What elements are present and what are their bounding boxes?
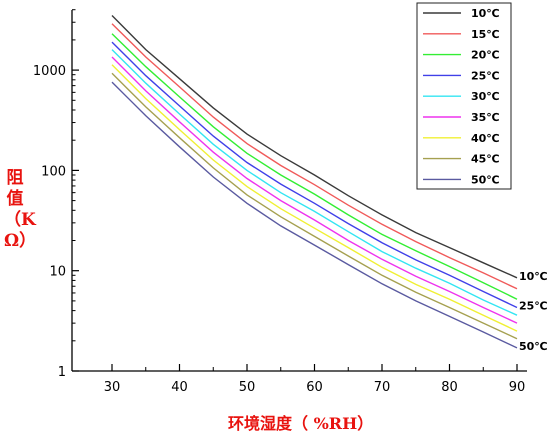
legend-label-7: 40℃	[471, 132, 500, 145]
series-line-9	[111, 81, 518, 349]
series-end-label: 25℃	[519, 299, 548, 312]
series-line-3	[111, 33, 518, 300]
legend-label-9: 50℃	[471, 173, 500, 186]
y-tick-label: 1000	[33, 64, 66, 79]
legend-label-1: 10℃	[471, 7, 500, 20]
y-tick-label: 10	[49, 265, 66, 280]
series-line-4	[111, 41, 518, 309]
legend-label-2: 15℃	[471, 28, 500, 41]
series-line-5	[111, 49, 518, 316]
legend-label-6: 35℃	[471, 111, 500, 124]
x-tick-label: 60	[306, 380, 323, 395]
series-end-label: 50℃	[519, 340, 548, 353]
legend-label-4: 25℃	[471, 69, 500, 82]
y-axis-title: 阻值（KΩ）	[4, 168, 37, 251]
x-tick-label: 90	[509, 380, 526, 395]
legend-label-8: 45℃	[471, 153, 500, 166]
series-end-label: 10℃	[519, 270, 548, 283]
y-tick-label: 100	[41, 164, 66, 179]
x-tick-label: 70	[374, 380, 391, 395]
x-tick-label: 30	[104, 380, 121, 395]
series-line-7	[111, 64, 518, 332]
series-line-2	[111, 23, 518, 290]
x-axis-title: 环境湿度（ %RH）	[228, 414, 374, 433]
x-tick-label: 50	[239, 380, 256, 395]
series-line-8	[111, 72, 518, 340]
y-tick-label: 1	[58, 365, 66, 380]
legend-label-3: 20℃	[471, 49, 500, 62]
series-line-1	[111, 15, 518, 279]
x-tick-label: 80	[441, 380, 458, 395]
legend-label-5: 30℃	[471, 90, 500, 103]
x-tick-label: 40	[171, 380, 188, 395]
series-line-6	[111, 56, 518, 324]
